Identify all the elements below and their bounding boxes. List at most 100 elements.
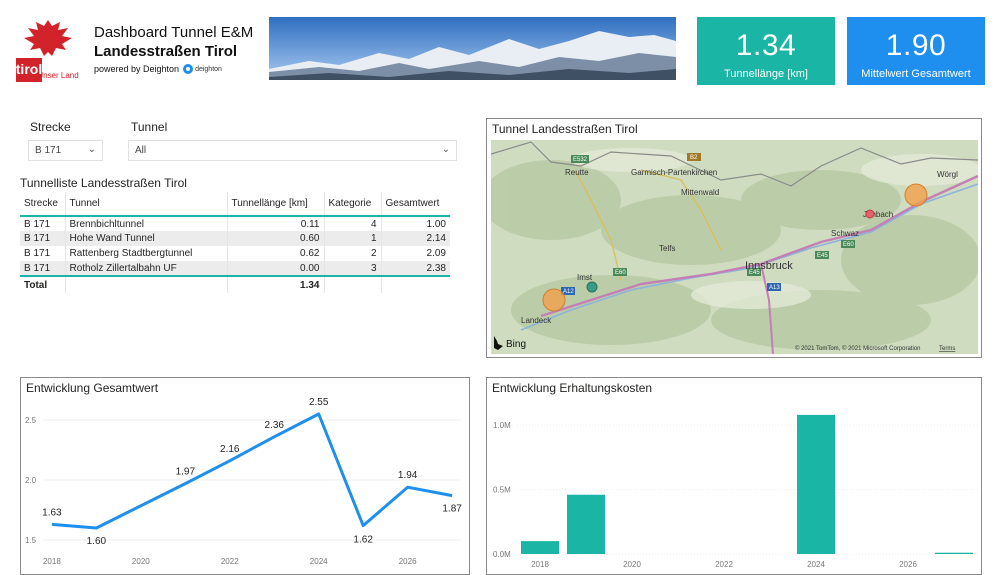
- map-marker[interactable]: [904, 183, 928, 207]
- table-cell: 2.38: [426, 262, 446, 274]
- tirol-logo: tirol Unser Land: [14, 16, 82, 84]
- powered-by-text: powered by Deighton: [94, 64, 180, 74]
- bar-chart[interactable]: 0.0M 0.5M 1.0M 2018 2020 2022 2024 2026: [487, 378, 981, 574]
- logo-text: tirol: [16, 61, 42, 77]
- table-cell: 2.14: [426, 233, 446, 244]
- x-tick-label: 2026: [899, 560, 917, 569]
- x-tick-label: 2018: [531, 560, 549, 569]
- map-place: Landeck: [521, 316, 552, 325]
- table-cell: B 171: [20, 246, 66, 261]
- table-row[interactable]: B 171 Brennbichltunnel 0.11 4 1.00: [20, 216, 450, 231]
- table-cell: Hohe Wand Tunnel: [65, 231, 228, 246]
- dashboard-subtitle: Landesstraßen Tirol: [94, 43, 238, 60]
- data-label: 1.97: [176, 467, 196, 478]
- x-tick-label: 2022: [715, 560, 733, 569]
- table-cell: 0.60: [227, 231, 325, 246]
- table-cell: 0.62: [227, 246, 325, 261]
- dashboard-title: Dashboard Tunnel E&M: [94, 24, 254, 41]
- column-header-gesamtwert[interactable]: Gesamtwert: [385, 198, 440, 209]
- kpi-gesamtwert-label: Mittelwert Gesamtwert: [861, 68, 971, 80]
- map-copyright: © 2021 TomTom, © 2021 Microsoft Corporat…: [795, 345, 920, 352]
- data-label: 1.62: [353, 535, 373, 546]
- table-row[interactable]: B 171 Rattenberg Stadtbergtunnel 0.62 2 …: [20, 246, 450, 261]
- map-place: Mittenwald: [681, 188, 719, 197]
- map-marker[interactable]: [865, 209, 875, 219]
- x-tick-label: 2026: [399, 557, 417, 566]
- logo-subtext: Unser Land: [37, 71, 78, 80]
- kpi-gesamtwert-value: 1.90: [885, 29, 947, 62]
- kpi-tunnellaenge-card: 1.34 Tunnellänge [km]: [697, 17, 835, 85]
- table-cell: B 171: [20, 216, 66, 231]
- table-cell: 2.09: [426, 248, 446, 259]
- map-marker[interactable]: [586, 281, 598, 293]
- table-cell: B 171: [20, 261, 66, 276]
- data-label: 1.87: [442, 504, 462, 515]
- table-cell: Rattenberg Stadtbergtunnel: [65, 246, 228, 261]
- bing-label: Bing: [506, 339, 526, 350]
- x-tick-label: 2020: [132, 557, 150, 566]
- table-total-row: Total 1.34: [20, 276, 450, 293]
- bar[interactable]: [521, 541, 559, 554]
- map-title: Tunnel Landesstraßen Tirol: [492, 122, 638, 136]
- y-tick-label: 2.5: [25, 416, 37, 425]
- strecke-slicer-dropdown[interactable]: B 171 ⌄: [28, 140, 103, 161]
- table-row[interactable]: B 171 Rotholz Zillertalbahn UF 0.00 3 2.…: [20, 261, 450, 276]
- map-place: Wörgl: [937, 170, 958, 179]
- x-tick-label: 2018: [43, 557, 61, 566]
- road-label: E60: [843, 242, 854, 248]
- table-cell: 1.00: [426, 218, 446, 230]
- chevron-down-icon: ⌄: [441, 144, 450, 155]
- map-place: Innsbruck: [745, 260, 793, 272]
- map-place: Telfs: [659, 244, 675, 253]
- data-label: 2.36: [264, 420, 284, 431]
- data-label: 1.94: [398, 470, 418, 481]
- map-place: Reutte: [565, 168, 589, 177]
- column-header-tunnel[interactable]: Tunnel: [65, 192, 228, 216]
- deighton-logo: deighton: [183, 64, 222, 74]
- deighton-icon: [183, 64, 194, 74]
- table-cell: Brennbichltunnel: [65, 216, 228, 231]
- table-cell: 4: [324, 216, 382, 231]
- x-tick-label: 2024: [310, 557, 328, 566]
- bing-logo: Bing: [494, 336, 526, 350]
- data-label: 1.60: [87, 536, 107, 547]
- bar[interactable]: [935, 552, 973, 554]
- road-label: A12: [563, 289, 574, 295]
- y-tick-label: 1.5: [25, 536, 37, 545]
- table-cell: [324, 276, 382, 293]
- map-canvas[interactable]: E532 B2 E60 E45 A12 E60 E45 A13 Reutte G…: [491, 140, 978, 354]
- column-header-kategorie[interactable]: Kategorie: [324, 192, 382, 216]
- table-cell: 3: [324, 261, 382, 276]
- bar-chart-panel: Entwicklung Erhaltungskosten 0.0M 0.5M 1.0…: [486, 377, 982, 575]
- bar[interactable]: [567, 494, 605, 554]
- y-tick-label: 1.0M: [493, 421, 511, 430]
- tunnel-slicer-dropdown[interactable]: All ⌄: [128, 140, 457, 161]
- kpi-tunnellaenge-value: 1.34: [735, 29, 797, 62]
- map-marker[interactable]: [542, 288, 566, 312]
- road-label: E60: [615, 270, 626, 276]
- series-line: [51, 412, 453, 530]
- road-label: E45: [817, 253, 828, 259]
- table-cell: 1: [324, 231, 382, 246]
- map-place: Jenbach: [863, 210, 893, 219]
- map-terms-link[interactable]: Terms: [939, 346, 955, 352]
- map-panel: Tunnel Landesstraßen Tirol E532 B2: [486, 118, 982, 358]
- road-label: E45: [749, 270, 760, 276]
- table-title: Tunnelliste Landesstraßen Tirol: [20, 176, 187, 190]
- map-place: Imst: [577, 273, 593, 282]
- mountain-banner-image: [269, 17, 676, 80]
- column-header-tunnellaenge[interactable]: Tunnellänge [km]: [227, 192, 325, 216]
- tunnel-slicer-value: All: [135, 145, 147, 156]
- map-place: Schwaz: [831, 229, 859, 238]
- road-label: E532: [573, 157, 588, 163]
- tunnel-slicer-label: Tunnel: [131, 120, 168, 134]
- kpi-gesamtwert-card: 1.90 Mittelwert Gesamtwert: [847, 17, 985, 85]
- table-row[interactable]: B 171 Hohe Wand Tunnel 0.60 1 2.14: [20, 231, 450, 246]
- tunnel-table: Strecke Tunnel Tunnellänge [km] Kategori…: [20, 192, 450, 293]
- bar[interactable]: [797, 414, 835, 554]
- column-header-strecke[interactable]: Strecke: [20, 192, 66, 216]
- line-chart[interactable]: 1.5 2.0 2.5 2018 2020 2022 2024 2026 1.63 1.60 1.9…: [21, 378, 469, 574]
- strecke-slicer-label: Strecke: [30, 120, 71, 134]
- table-cell: 0.00: [227, 261, 325, 276]
- y-tick-label: 0.5M: [493, 486, 511, 495]
